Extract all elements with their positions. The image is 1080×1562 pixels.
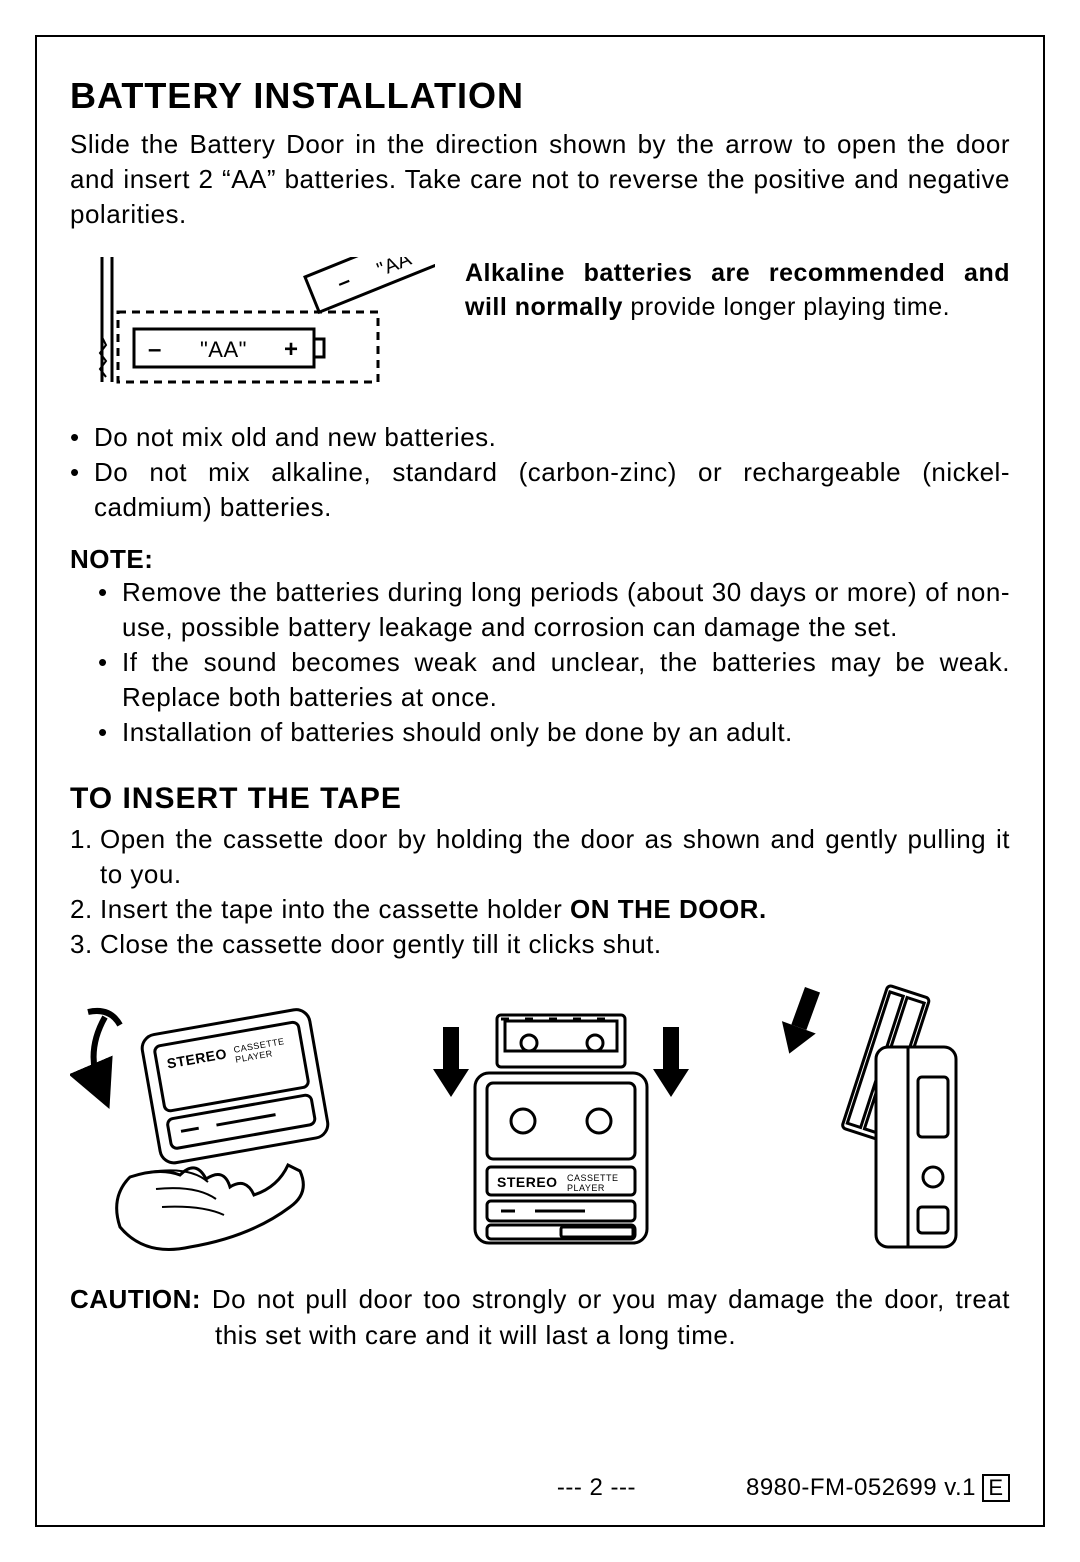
intro-paragraph: Slide the Battery Door in the direction … <box>70 127 1010 232</box>
alkaline-rest: provide longer playing time. <box>623 293 950 321</box>
svg-text:PLAYER: PLAYER <box>567 1183 605 1193</box>
note-item: If the sound becomes weak and unclear, t… <box>98 645 1010 715</box>
caution-paragraph: CAUTION: Do not pull door too strongly o… <box>70 1282 1010 1352</box>
alkaline-recommendation: Alkaline batteries are recommended and w… <box>465 257 1010 325</box>
note-heading: NOTE: <box>70 544 1010 575</box>
heading-insert-tape: TO INSERT THE TAPE <box>70 782 1010 816</box>
tape-diagram-hand: STEREO CASSETTE PLAYER <box>70 997 340 1262</box>
tape-step: Close the cassette door gently till it c… <box>70 927 1010 962</box>
battery-warning-item: Do not mix alkaline, standard (carbon-zi… <box>70 455 1010 525</box>
tape-diagrams: STEREO CASSETTE PLAYER <box>70 982 1010 1262</box>
note-item: Remove the batteries during long periods… <box>98 575 1010 645</box>
document-number: 8980-FM-052699 v.1 E <box>746 1474 1010 1502</box>
svg-text:"AA": "AA" <box>200 337 247 362</box>
tape-diagram-side <box>780 977 1010 1262</box>
tape-steps-list: Open the cassette door by holding the do… <box>70 822 1010 962</box>
note-item: Installation of batteries should only be… <box>98 715 1010 750</box>
svg-text:+: + <box>284 336 299 363</box>
page-footer: --- 2 --- 8980-FM-052699 v.1 E <box>70 1474 1010 1502</box>
battery-warning-item: Do not mix old and new batteries. <box>70 420 1010 455</box>
caution-label: CAUTION: <box>70 1284 201 1314</box>
heading-battery-installation: BATTERY INSTALLATION <box>70 75 1010 117</box>
tape-diagram-front: STEREO CASSETTE PLAYER <box>405 997 715 1262</box>
tape-step: Insert the tape into the cassette holder… <box>70 892 1010 927</box>
svg-text:–: – <box>148 336 162 363</box>
revision-box: E <box>982 1474 1010 1502</box>
svg-text:CASSETTE: CASSETTE <box>567 1173 619 1183</box>
caution-text: Do not pull door too strongly or you may… <box>201 1284 1010 1349</box>
svg-text:STEREO: STEREO <box>497 1174 558 1190</box>
battery-warnings-list: Do not mix old and new batteries. Do not… <box>70 420 1010 525</box>
page-number: --- 2 --- <box>557 1474 636 1502</box>
tape-step: Open the cassette door by holding the do… <box>70 822 1010 892</box>
battery-diagram: – "AA" + – "AA" + <box>70 257 435 412</box>
note-list: Remove the batteries during long periods… <box>70 575 1010 750</box>
